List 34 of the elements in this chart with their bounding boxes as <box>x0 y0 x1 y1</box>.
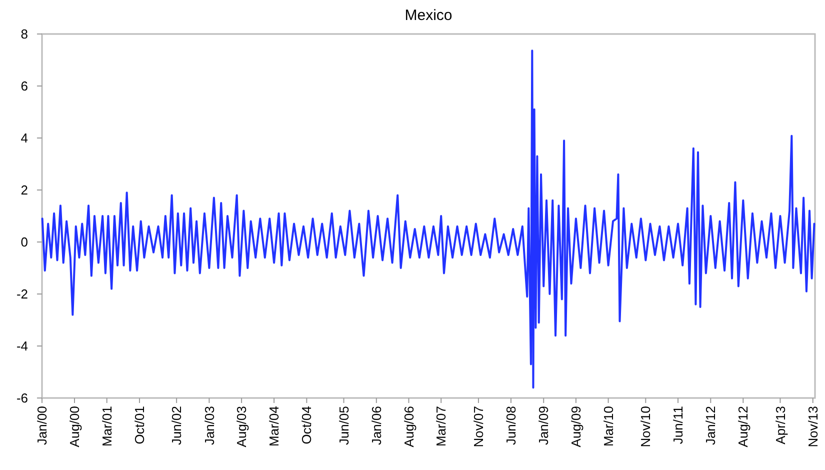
x-tick-label: Jan/09 <box>536 406 552 446</box>
x-tick-label: Aug/12 <box>736 406 751 448</box>
x-tick-label: Jan/00 <box>34 406 50 446</box>
y-tick-label: -6 <box>16 390 28 406</box>
x-tick-label: Jun/08 <box>504 406 519 446</box>
y-tick-label: 0 <box>20 234 28 250</box>
x-tick-label: Mar/04 <box>266 406 282 446</box>
x-tick-label: Aug/00 <box>67 406 82 448</box>
y-tick-label: -4 <box>16 338 28 354</box>
x-tick-label: Nov/10 <box>638 406 654 448</box>
x-tick-label: Mar/01 <box>99 406 114 446</box>
x-tick-label: Jan/03 <box>202 406 217 446</box>
line-series <box>41 50 816 389</box>
x-tick-label: Aug/06 <box>401 406 416 448</box>
x-tick-label: Jan/06 <box>368 406 384 446</box>
x-tick-label: Nov/13 <box>805 406 820 448</box>
y-tick-label: 2 <box>20 182 28 198</box>
x-tick-label: Jun/02 <box>169 406 184 446</box>
x-tick-label: Jun/05 <box>336 406 352 446</box>
x-tick-label: Jun/11 <box>670 406 686 444</box>
x-tick-label: Mar/10 <box>600 406 616 446</box>
x-tick-label: Oct/04 <box>299 406 314 444</box>
y-tick-label: 4 <box>20 130 28 146</box>
x-tick-label: Jan/12 <box>703 406 718 446</box>
y-tick-label: -2 <box>16 286 28 302</box>
x-tick-label: Oct/01 <box>132 406 148 444</box>
y-tick-label: 6 <box>20 78 28 94</box>
x-tick-label: Nov/07 <box>471 406 486 448</box>
x-tick-label: Mar/07 <box>434 406 449 446</box>
x-tick-label: Apr/13 <box>772 406 788 444</box>
y-tick-label: 8 <box>20 26 28 42</box>
x-tick-label: Aug/03 <box>234 406 250 448</box>
chart-title: Mexico <box>404 7 452 24</box>
x-tick-label: Aug/09 <box>568 406 584 448</box>
